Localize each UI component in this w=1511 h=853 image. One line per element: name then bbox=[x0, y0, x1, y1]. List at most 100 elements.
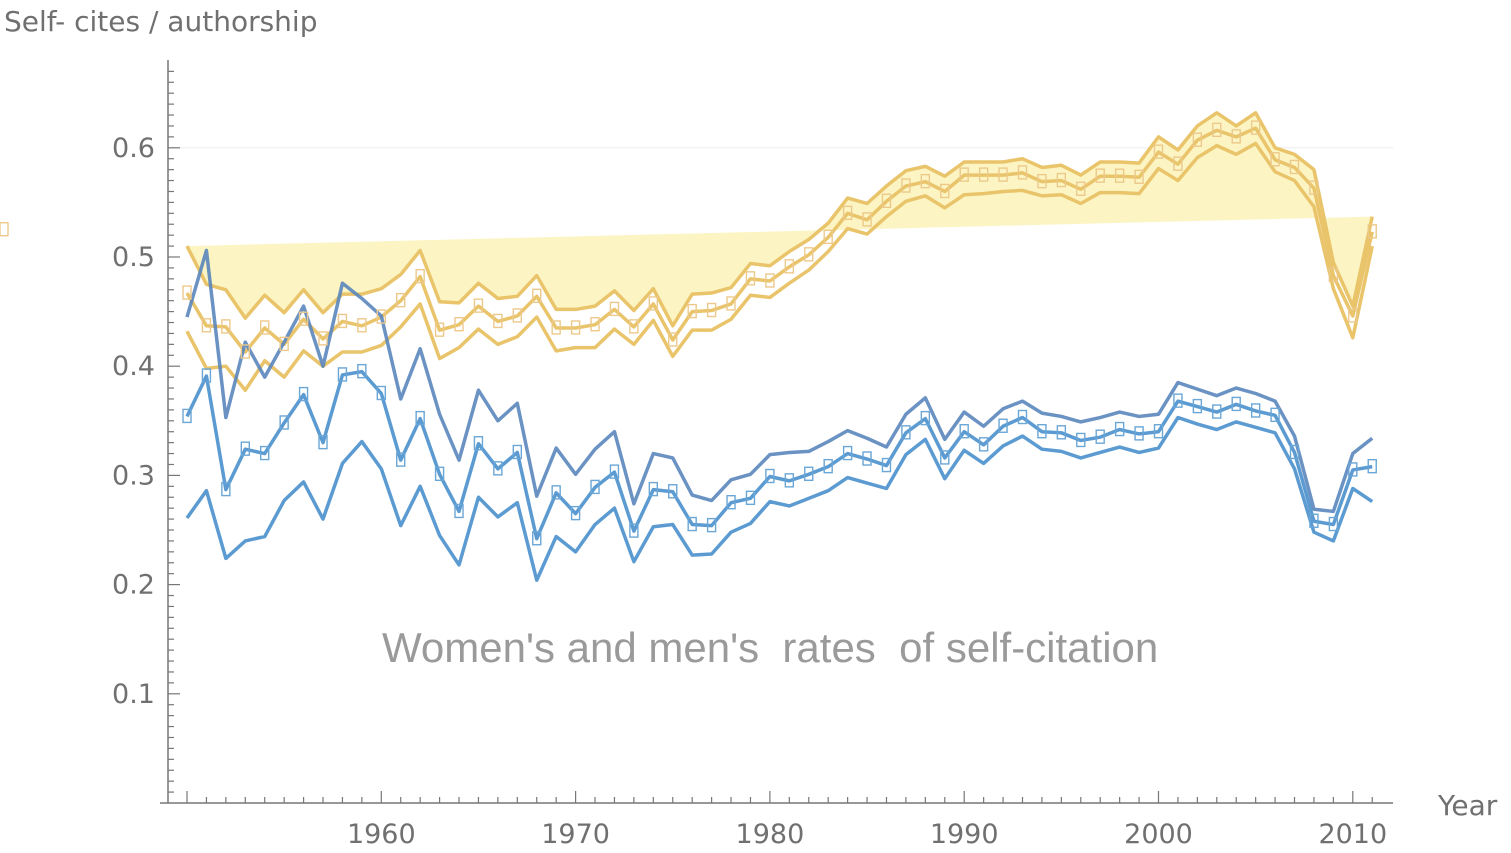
women-mean-point-2009 bbox=[1328, 516, 1339, 532]
y-tick-label-0.1: 0.1 bbox=[112, 679, 155, 710]
men-mean-point-1951 bbox=[201, 318, 212, 333]
men-mean-point-1959 bbox=[357, 318, 367, 333]
women-mean-point-1969 bbox=[551, 485, 561, 500]
men-mean-point-1965 bbox=[473, 298, 484, 313]
men-mean-point-1962 bbox=[415, 268, 425, 284]
women-mean-point-1967 bbox=[512, 444, 523, 460]
men-mean-point-1983 bbox=[823, 229, 833, 245]
women-mean-point-1953 bbox=[240, 441, 250, 456]
men-mean-point-2008 bbox=[1309, 180, 1319, 195]
women-mean-point-1981 bbox=[784, 473, 795, 488]
women-mean-point-1975 bbox=[668, 484, 678, 499]
x-axis-title: Year bbox=[1437, 789, 1498, 822]
women-mean-point-1972 bbox=[609, 464, 620, 479]
men-mean-point-1972 bbox=[609, 301, 620, 317]
women-mean-point-1995 bbox=[1056, 425, 1067, 440]
y-tick-label-0.3: 0.3 bbox=[112, 460, 155, 491]
men-mean-point-1978 bbox=[726, 296, 736, 311]
women-mean-point-1952 bbox=[221, 481, 231, 497]
women-mean-point-1997 bbox=[1095, 429, 1105, 444]
men-mean-point-1953 bbox=[240, 344, 250, 359]
men-mean-point-1995 bbox=[1056, 172, 1067, 188]
men-mean-point-1970 bbox=[570, 320, 581, 335]
women-mean-point-1977 bbox=[706, 517, 717, 533]
y-axis-title: Self- cites / authorship bbox=[4, 5, 317, 38]
men-mean-point-1999 bbox=[1134, 169, 1144, 184]
women-mean-point-1998 bbox=[1114, 421, 1125, 437]
men-mean-point-1961 bbox=[396, 292, 406, 308]
men-mean-point-2002 bbox=[1192, 132, 1203, 147]
men-mean-line bbox=[185, 126, 1374, 354]
women-mean-point-1968 bbox=[532, 531, 542, 546]
women-mean-point-2007 bbox=[1289, 444, 1300, 460]
women-mean-point-2011 bbox=[1367, 458, 1377, 474]
women-mean-point-2001 bbox=[1173, 393, 1183, 408]
women-mean-point-1985 bbox=[862, 451, 872, 466]
men-mean-point-2006 bbox=[1270, 152, 1280, 167]
men-mean-point-1991 bbox=[978, 167, 989, 182]
women-mean-point-1982 bbox=[804, 466, 814, 482]
men-mean-point-1963 bbox=[434, 322, 445, 337]
men-mean-point-2009 bbox=[1328, 267, 1339, 283]
women-mean-point-1984 bbox=[842, 445, 853, 461]
series-lines bbox=[185, 111, 1374, 582]
men-mean-point-1996 bbox=[1076, 181, 1086, 197]
men-mean-point-1993 bbox=[1017, 165, 1028, 180]
men-mean-point-2011 bbox=[1367, 224, 1377, 239]
men-lower-line bbox=[185, 141, 1374, 392]
men-mean-point-1979 bbox=[745, 271, 756, 286]
women-mean-point-1955 bbox=[279, 415, 289, 430]
men-mean-point-1990 bbox=[959, 167, 969, 182]
women-mean-point-2004 bbox=[1231, 396, 1241, 412]
y-tick-label-0.4: 0.4 bbox=[112, 351, 155, 382]
women-mean-point-1962 bbox=[415, 410, 425, 426]
men-mean-point-1950 bbox=[182, 285, 192, 300]
men-mean-point-1987 bbox=[901, 178, 911, 193]
men-mean-point-1954 bbox=[260, 320, 270, 335]
women-mean-point-1990 bbox=[959, 424, 969, 439]
series-markers bbox=[0, 120, 1377, 546]
men-mean-point-1982 bbox=[804, 247, 814, 262]
men-mean-point-1964 bbox=[454, 317, 464, 332]
women-mean-point-1974 bbox=[648, 481, 659, 497]
women-mean-point-1966 bbox=[493, 461, 503, 476]
men-mean-point-1974 bbox=[648, 296, 659, 311]
women-mean-point-1993 bbox=[1017, 409, 1028, 425]
women-mean-point-1987 bbox=[901, 425, 911, 440]
men-mean-point-2010 bbox=[1348, 308, 1358, 323]
women-lower-line bbox=[185, 415, 1374, 582]
men-band-fill bbox=[187, 112, 1373, 326]
women-mean-point-1958 bbox=[337, 367, 348, 382]
y-tick-label-0.5: 0.5 bbox=[112, 242, 155, 273]
women-upper-line bbox=[185, 248, 1374, 514]
women-mean-point-1992 bbox=[998, 418, 1008, 433]
men-mean-point-1968 bbox=[532, 288, 542, 304]
women-mean-point-1971 bbox=[590, 479, 600, 495]
men-mean-point-1998 bbox=[1114, 168, 1125, 183]
x-tick-label-1990: 1990 bbox=[930, 819, 999, 850]
women-mean-point-1956 bbox=[298, 386, 309, 402]
women-mean-point-1961 bbox=[396, 452, 406, 467]
women-mean-point-1954 bbox=[260, 445, 270, 461]
men-mean-point-1994 bbox=[1037, 173, 1047, 189]
men-mean-point-2004 bbox=[1231, 129, 1241, 144]
men-mean-point-1971 bbox=[590, 317, 600, 332]
women-mean-line bbox=[185, 369, 1373, 541]
tick-labels: 0.1 0.2 0.3 0.4 0.5 0.6 1960 1970 1980 1990 2000 20… bbox=[112, 133, 1387, 850]
women-mean-point-1965 bbox=[473, 436, 484, 451]
women-mean-point-1989 bbox=[940, 450, 950, 465]
y-tick-label-0.2: 0.2 bbox=[112, 570, 155, 601]
x-tick-label-1960: 1960 bbox=[347, 819, 416, 850]
men-mean-point-2007 bbox=[1289, 159, 1300, 175]
women-mean-point-2003 bbox=[1212, 404, 1222, 419]
women-mean-point-1964 bbox=[454, 503, 464, 519]
women-mean-point-2000 bbox=[1153, 424, 1164, 439]
women-mean-point-1950 bbox=[182, 408, 192, 424]
men-mean-point-1960 bbox=[376, 309, 386, 324]
women-mean-point-1976 bbox=[687, 516, 697, 532]
men-mean-point-1992 bbox=[998, 167, 1008, 182]
women-mean-point-1973 bbox=[629, 523, 639, 538]
men-mean-point-1986 bbox=[881, 193, 892, 209]
women-mean-point-1963 bbox=[434, 466, 445, 482]
